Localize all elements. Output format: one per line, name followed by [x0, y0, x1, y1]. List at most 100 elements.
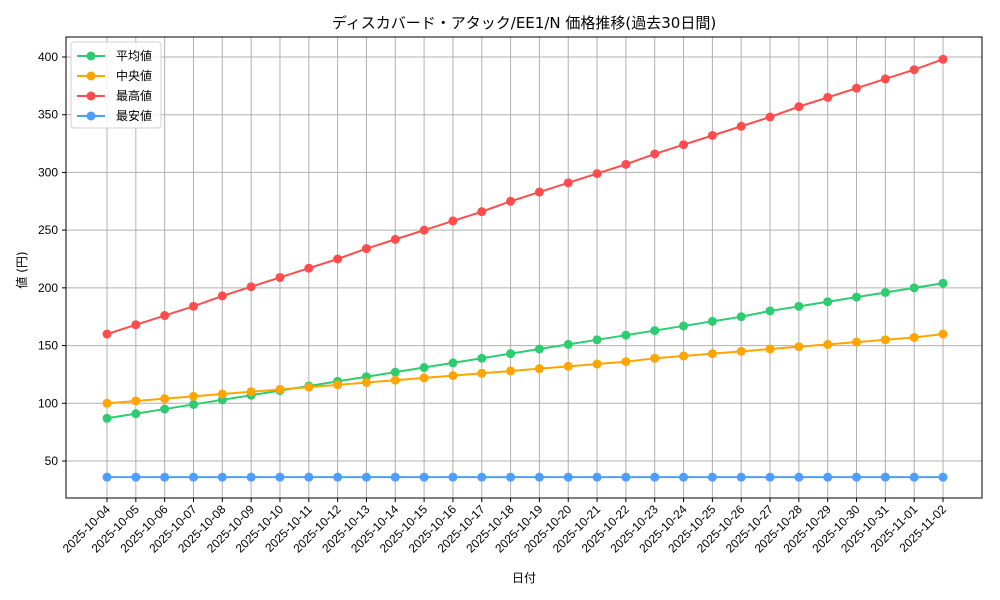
data-point — [534, 472, 544, 482]
data-point — [506, 366, 516, 376]
data-point — [390, 375, 400, 385]
data-point — [823, 472, 833, 482]
legend-marker — [86, 111, 96, 121]
data-point — [563, 339, 573, 349]
data-point — [506, 196, 516, 206]
data-point — [909, 65, 919, 75]
data-point — [909, 283, 919, 293]
data-point — [448, 358, 458, 368]
data-point — [650, 472, 660, 482]
legend-label: 最高値 — [116, 88, 152, 103]
data-point — [650, 149, 660, 159]
data-point — [361, 244, 371, 254]
data-point — [131, 320, 141, 330]
series-lines — [102, 54, 948, 482]
data-point — [880, 74, 890, 84]
data-point — [707, 130, 717, 140]
series-line — [106, 282, 944, 420]
data-point — [448, 216, 458, 226]
data-point — [765, 472, 775, 482]
data-point — [592, 169, 602, 179]
data-point — [679, 140, 689, 150]
data-point — [188, 391, 198, 401]
data-point — [880, 287, 890, 297]
data-point — [160, 311, 170, 321]
data-point — [390, 472, 400, 482]
legend-marker — [86, 51, 96, 61]
data-point — [621, 472, 631, 482]
y-tick-label: 200 — [38, 281, 58, 295]
data-point — [765, 306, 775, 316]
data-point — [304, 263, 314, 273]
data-point — [736, 472, 746, 482]
data-point — [448, 371, 458, 381]
data-point — [852, 83, 862, 93]
data-point — [160, 394, 170, 404]
data-point — [246, 472, 256, 482]
data-point — [563, 178, 573, 188]
legend-label: 平均値 — [116, 48, 152, 63]
data-point — [477, 368, 487, 378]
data-point — [650, 326, 660, 336]
data-point — [361, 472, 371, 482]
legend-label: 最安値 — [116, 108, 152, 123]
data-point — [736, 121, 746, 131]
data-point — [592, 335, 602, 345]
data-point — [679, 472, 689, 482]
data-point — [390, 367, 400, 377]
data-point — [477, 207, 487, 217]
data-point — [707, 316, 717, 326]
data-point — [188, 399, 198, 409]
series-line — [106, 58, 944, 335]
data-point — [909, 332, 919, 342]
grid-lines — [66, 37, 982, 498]
data-point — [534, 364, 544, 374]
y-tick-label: 250 — [38, 223, 58, 237]
data-point — [102, 413, 112, 423]
data-point — [361, 378, 371, 388]
data-point — [102, 398, 112, 408]
plot-frame — [65, 36, 983, 499]
data-point — [477, 472, 487, 482]
data-point — [246, 387, 256, 397]
data-point — [534, 187, 544, 197]
data-point — [419, 472, 429, 482]
data-point — [217, 291, 227, 301]
data-point — [736, 312, 746, 322]
data-point — [736, 346, 746, 356]
x-axis-label: 日付 — [512, 571, 536, 585]
legend-marker — [86, 71, 96, 81]
data-point — [275, 272, 285, 282]
data-point — [333, 254, 343, 264]
data-point — [534, 344, 544, 354]
y-tick-label: 350 — [38, 108, 58, 122]
data-point — [131, 396, 141, 406]
y-tick-label: 150 — [38, 339, 58, 353]
data-point — [131, 472, 141, 482]
data-point — [333, 472, 343, 482]
data-point — [765, 344, 775, 354]
data-point — [765, 112, 775, 122]
data-point — [794, 102, 804, 112]
data-point — [823, 339, 833, 349]
data-point — [506, 349, 516, 359]
data-point — [938, 472, 948, 482]
data-point — [621, 357, 631, 367]
legend-box — [70, 41, 162, 129]
data-point — [419, 363, 429, 373]
data-point — [563, 361, 573, 371]
data-point — [621, 159, 631, 169]
data-point — [650, 353, 660, 363]
data-point — [275, 472, 285, 482]
data-point — [592, 472, 602, 482]
data-point — [304, 472, 314, 482]
y-tick-label: 100 — [38, 396, 58, 410]
x-axis: 2025-10-042025-10-052025-10-062025-10-07… — [60, 498, 949, 556]
data-point — [160, 404, 170, 414]
data-point — [707, 472, 717, 482]
data-point — [506, 472, 516, 482]
data-point — [823, 297, 833, 307]
data-point — [188, 472, 198, 482]
data-point — [794, 472, 804, 482]
